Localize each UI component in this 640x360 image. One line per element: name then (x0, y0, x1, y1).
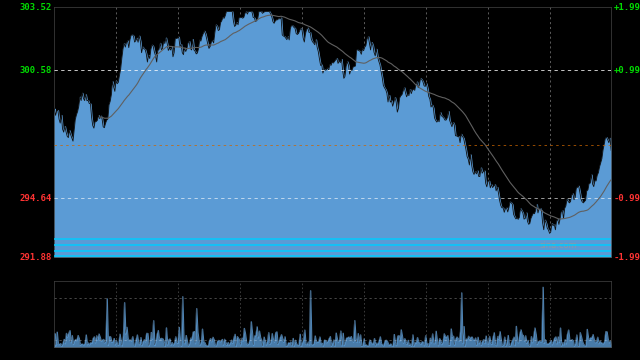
Text: 300.58: 300.58 (19, 66, 52, 75)
Text: 294.64: 294.64 (19, 194, 52, 203)
Text: sina.com: sina.com (540, 241, 578, 250)
Text: +0.99%: +0.99% (614, 66, 640, 75)
Text: 291.88: 291.88 (19, 253, 52, 262)
Text: +1.99%: +1.99% (614, 3, 640, 12)
Text: -1.99%: -1.99% (614, 253, 640, 262)
Text: 303.52: 303.52 (19, 3, 52, 12)
Text: -0.99%: -0.99% (614, 194, 640, 203)
